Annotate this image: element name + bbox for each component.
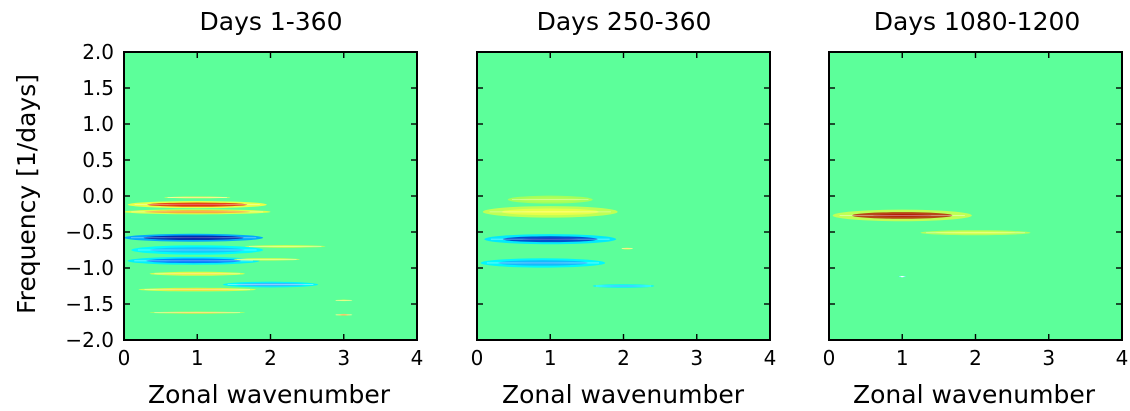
contour-feature-core-2-1 [952, 232, 999, 234]
contour-feature-core-0-12 [177, 312, 218, 314]
contour-feature-core-1-0 [532, 198, 569, 201]
x-tick-label-0-1: 1 [191, 346, 204, 370]
contour-features-1 [480, 195, 655, 288]
y-tick-label-0-0: 2.0 [82, 40, 114, 64]
x-tick-label-2-1: 1 [896, 346, 909, 370]
x-tick-label-0-4: 4 [411, 346, 424, 370]
y-tick-label-0-4: 0.0 [82, 184, 114, 208]
x-axis-label-days-1-360: Zonal wavenumber [148, 380, 391, 409]
heatmap-panel-days-1080-1200: Days 1080-1200 0 1 2 3 4 Zonal wavenumber [823, 7, 1129, 409]
y-axis-label: Frequency [1/days] [12, 74, 41, 314]
y-tick-label-0-7: −1.5 [65, 292, 114, 316]
heatmap-background-0 [124, 52, 417, 340]
panel-title-days-1080-1200: Days 1080-1200 [874, 7, 1081, 36]
contour-feature-core-1-3 [624, 247, 630, 250]
y-tick-label-0-2: 1.0 [82, 112, 114, 136]
plot-area-days-1080-1200 [829, 52, 1122, 340]
contour-feature-core-0-5 [169, 249, 225, 251]
y-tick-label-0-3: 0.5 [82, 148, 114, 172]
y-tick-label-0-6: −1.0 [65, 256, 114, 280]
contour-feature-core-0-10 [172, 289, 222, 291]
contour-feature-core-0-1 [168, 203, 227, 206]
contour-feature-core-0-0 [183, 196, 212, 199]
contour-feature-core-0-11 [340, 299, 348, 301]
axes-days-1-360: 0 1 2 3 4 2.0 1.5 1.0 0.5 0.0 −0.5 −1.0 −1.5 −2.0 [65, 40, 423, 370]
y-tick-label-0-1: 1.5 [82, 76, 114, 100]
contour-feature-core-1-2 [522, 238, 578, 241]
plot-area-days-1-360 [124, 52, 417, 340]
panel-title-days-250-360: Days 250-360 [537, 7, 712, 36]
contour-features-0 [124, 196, 353, 316]
x-tick-label-0-2: 2 [264, 346, 277, 370]
x-axis-label-days-1080-1200: Zonal wavenumber [853, 380, 1096, 409]
axes-days-1080-1200: 0 1 2 3 4 [823, 51, 1129, 370]
heatmap-panel-days-1-360: Days 1-360 0 1 2 3 4 2.0 1.5 1.0 0.5 0.0 −0.5 −1.0 −… [65, 7, 423, 409]
contour-feature-core-2-0 [873, 214, 932, 217]
x-tick-label-2-3: 3 [1042, 346, 1055, 370]
contour-feature-core-0-8 [177, 273, 218, 275]
contour-feature-core-1-4 [516, 262, 570, 264]
contour-feature-core-0-4 [268, 245, 303, 247]
contour-feature-core-0-7 [252, 258, 281, 260]
contour-feature-core-0-2 [166, 211, 229, 213]
x-tick-label-1-3: 3 [690, 346, 703, 370]
panel-title-days-1-360: Days 1-360 [200, 7, 343, 36]
x-tick-label-2-4: 4 [1116, 346, 1129, 370]
x-tick-label-1-2: 2 [617, 346, 630, 370]
y-tick-label-0-8: −2.0 [65, 328, 114, 352]
axes-days-250-360: 0 1 2 3 4 [471, 51, 777, 370]
x-tick-label-1-0: 0 [471, 346, 484, 370]
contour-features-2 [832, 209, 1031, 278]
x-axis-label-days-250-360: Zonal wavenumber [502, 380, 745, 409]
x-tick-label-2-0: 0 [823, 346, 836, 370]
x-tick-label-0-3: 3 [337, 346, 350, 370]
heatmap-background-1 [477, 52, 770, 340]
x-tick-label-0-0: 0 [118, 346, 131, 370]
contour-feature-core-2-2 [900, 276, 904, 278]
contour-feature-core-0-9 [250, 283, 291, 286]
y-tick-label-0-5: −0.5 [65, 220, 114, 244]
contour-feature-core-1-5 [610, 285, 637, 287]
x-tick-label-1-1: 1 [544, 346, 557, 370]
heatmap-panel-days-250-360: Days 250-360 0 1 2 3 4 Zonal wavenumber [471, 7, 777, 409]
contour-feature-core-1-1 [521, 210, 579, 213]
x-tick-label-2-2: 2 [969, 346, 982, 370]
contour-feature-core-0-13 [340, 314, 348, 316]
x-tick-label-1-4: 4 [764, 346, 777, 370]
contour-feature-core-0-6 [165, 260, 222, 262]
heatmap-background-2 [829, 52, 1122, 340]
contour-feature-core-0-3 [164, 237, 223, 239]
plot-area-days-250-360 [477, 52, 770, 340]
